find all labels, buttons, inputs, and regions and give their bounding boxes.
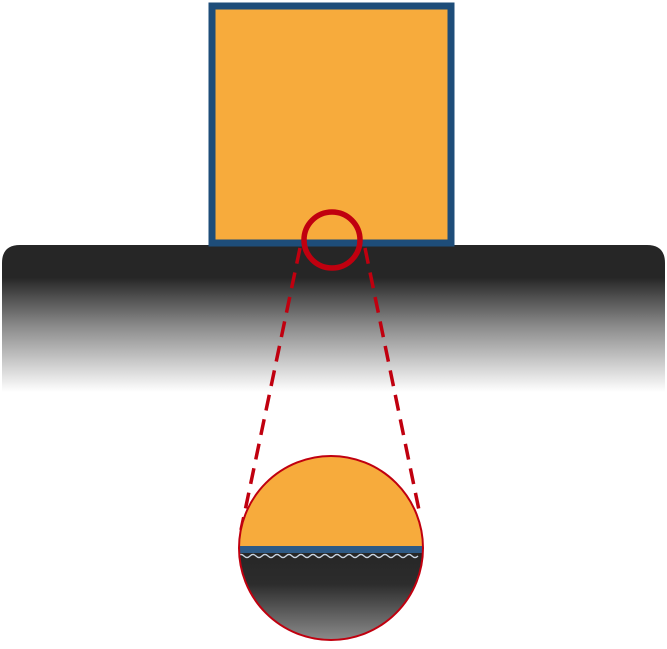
callout-line-right	[363, 247, 422, 516]
zoom-interface-line	[239, 546, 423, 553]
contact-surface	[2, 245, 665, 392]
magnified-contact-interface	[239, 456, 423, 640]
zoom-view-outline	[238, 455, 424, 641]
block-on-surface	[208, 2, 455, 247]
magnifier-circle	[301, 209, 363, 271]
zoom-interface-roughness	[239, 553, 419, 559]
callout-line-left	[239, 247, 302, 531]
